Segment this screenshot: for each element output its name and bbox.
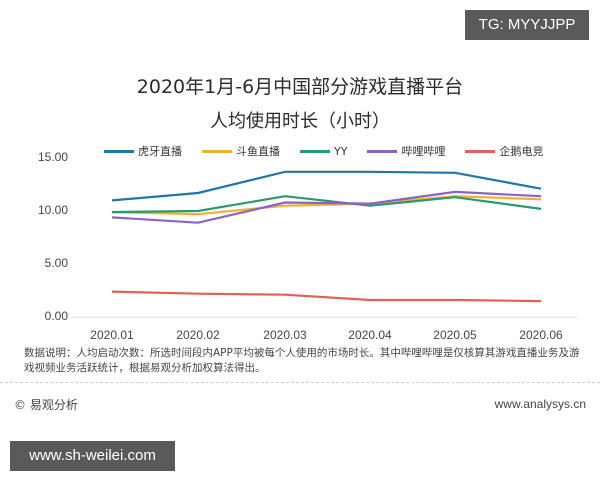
legend-item: 斗鱼直播	[202, 143, 280, 159]
series-line	[111, 190, 542, 224]
legend-item: 企鹅电竞	[465, 143, 543, 159]
legend-label: 哔哩哔哩	[401, 145, 446, 158]
tg-watermark-badge: TG: MYYJJPP	[465, 10, 589, 40]
data-note: 数据说明：人均启动次数：所选时间段内APP平均被每个人使用的市场时长。其中哔哩哔…	[24, 347, 580, 374]
series-line	[111, 195, 542, 214]
chart-title: 2020年1月-6月中国部分游戏直播平台	[136, 76, 464, 98]
x-tick-label: 2020.02	[176, 328, 220, 342]
legend-swatch-icon	[202, 149, 232, 153]
x-tick-label: 2020.05	[433, 328, 477, 342]
footer-divider	[0, 382, 600, 383]
legend-label: 斗鱼直播	[236, 145, 280, 158]
y-tick-label: 10.00	[37, 203, 68, 217]
x-tick-label: 2020.01	[90, 328, 134, 342]
site-watermark-badge: www.sh-weilei.com	[10, 441, 175, 471]
y-tick-label: 5.00	[44, 256, 68, 270]
legend-swatch-icon	[104, 149, 134, 153]
x-tick-label: 2020.04	[348, 328, 392, 342]
legend-label: 虎牙直播	[138, 145, 182, 158]
series-line	[111, 195, 542, 216]
x-tick-label: 2020.03	[263, 328, 307, 342]
legend-item: 虎牙直播	[104, 143, 182, 159]
source-url: www.analysys.cn	[494, 397, 586, 411]
legend-swatch-icon	[465, 149, 496, 153]
chart-subtitle: 人均使用时长（小时）	[210, 111, 390, 132]
legend-item: YY	[300, 145, 347, 158]
legend-swatch-icon	[367, 149, 398, 153]
series-line	[111, 290, 542, 303]
legend-swatch-icon	[300, 149, 330, 153]
series-line	[111, 170, 542, 202]
source-credit: © 易观分析	[14, 398, 78, 412]
y-tick-label: 15.00	[37, 150, 68, 164]
legend-label: YY	[334, 144, 348, 158]
legend-item: 哔哩哔哩	[367, 143, 445, 159]
x-tick-label: 2020.06	[519, 328, 563, 342]
legend-label: 企鹅电竞	[499, 145, 544, 158]
y-tick-label: 0.00	[44, 309, 68, 323]
chart-legend: 虎牙直播 斗鱼直播 YY 哔哩哔哩 企鹅电竞	[104, 143, 543, 159]
